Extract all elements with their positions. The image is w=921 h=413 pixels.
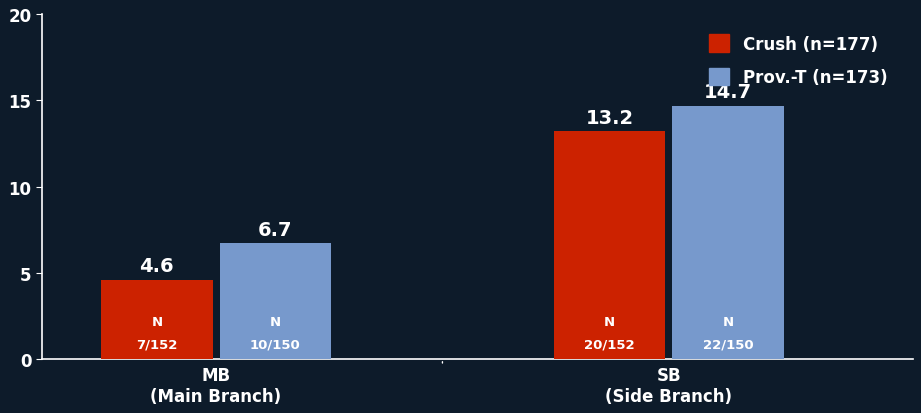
Text: 22/150: 22/150 — [703, 337, 753, 351]
Legend: Crush (n=177), Prov.-T (n=173): Crush (n=177), Prov.-T (n=173) — [701, 27, 895, 95]
Text: 7/152: 7/152 — [136, 337, 178, 351]
Text: 10/150: 10/150 — [250, 337, 300, 351]
Text: 14.7: 14.7 — [704, 83, 752, 102]
Text: N: N — [604, 315, 615, 328]
Text: 4.6: 4.6 — [139, 257, 174, 276]
Text: N: N — [151, 315, 162, 328]
Bar — [219, 244, 331, 359]
Text: N: N — [722, 315, 734, 328]
Text: N: N — [270, 315, 281, 328]
Text: 20/152: 20/152 — [584, 337, 635, 351]
Bar — [672, 107, 784, 359]
Bar — [101, 280, 213, 359]
Text: 13.2: 13.2 — [586, 109, 634, 128]
Text: 6.7: 6.7 — [258, 221, 293, 240]
Bar — [554, 132, 665, 359]
